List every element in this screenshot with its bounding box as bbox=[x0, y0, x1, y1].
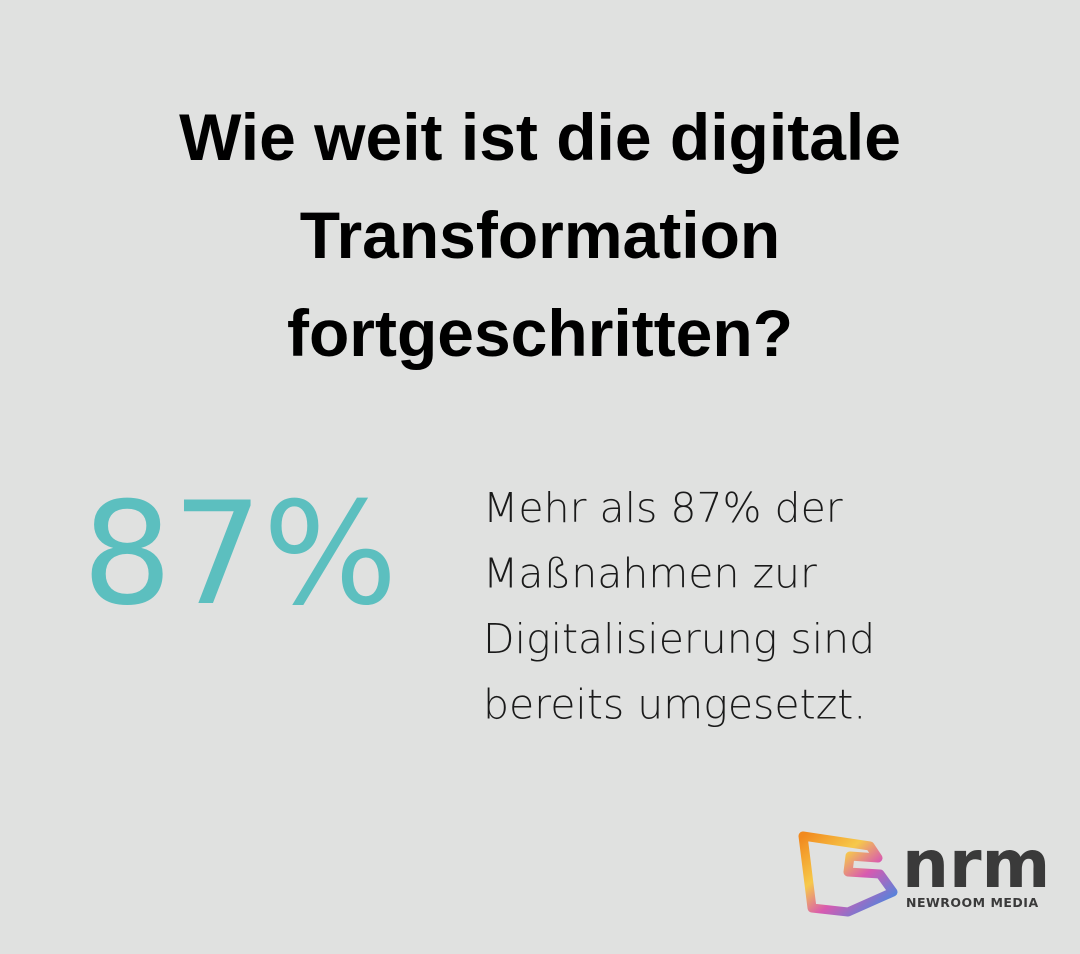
description-line: Digitalisierung sind bbox=[483, 615, 875, 663]
title-line: fortgeschritten? bbox=[287, 296, 793, 370]
logo: nrm NEWROOM MEDIA bbox=[798, 826, 1050, 917]
logo-name: nrm bbox=[902, 826, 1050, 903]
description-line: bereits umgesetzt. bbox=[483, 681, 866, 729]
description-line: Mehr als 87% der bbox=[483, 484, 843, 532]
title: Wie weit ist die digitale Transformation f… bbox=[179, 100, 901, 370]
description: Mehr als 87% der Maßnahmen zur Digitalisie… bbox=[483, 484, 875, 729]
logo-mark bbox=[798, 831, 898, 917]
stat: 87% bbox=[82, 472, 398, 637]
logo-subtitle: NEWROOM MEDIA bbox=[906, 895, 1039, 910]
title-line: Transformation bbox=[300, 198, 780, 272]
title-line: Wie weit ist die digitale bbox=[179, 100, 901, 174]
description-line: Maßnahmen zur bbox=[483, 550, 817, 598]
